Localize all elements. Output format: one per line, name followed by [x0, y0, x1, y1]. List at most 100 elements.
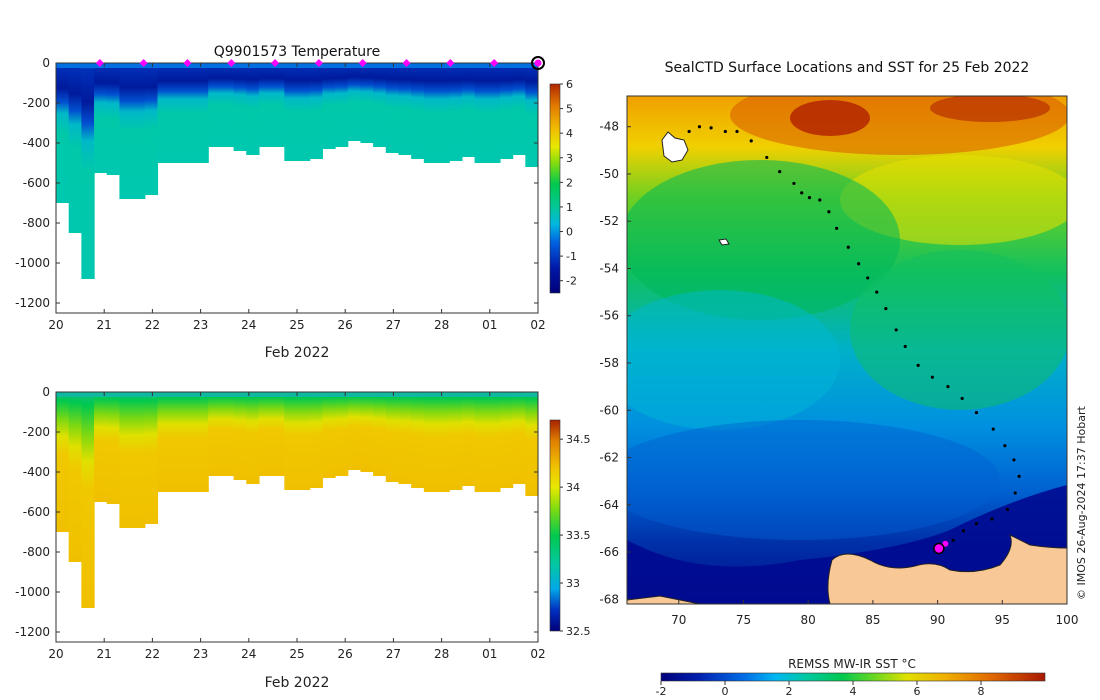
profile-column [487, 63, 501, 163]
profile-column [347, 392, 362, 470]
profile-column [258, 63, 273, 147]
profile-column [360, 63, 374, 143]
track-point [903, 344, 907, 349]
track-point [974, 522, 979, 526]
track-point [961, 529, 966, 533]
track-point [894, 328, 898, 332]
profile-column [449, 392, 463, 490]
track-point [974, 411, 979, 415]
colorbar-tick-label: -1 [566, 250, 577, 263]
map-title: SealCTD Surface Locations and SST for 25… [665, 60, 1030, 76]
track-point [1013, 491, 1017, 495]
profile-column [94, 392, 108, 502]
track-point [1012, 458, 1016, 462]
temperature-xlabel: Feb 2022 [265, 345, 330, 361]
y-tick-label: -62 [599, 451, 619, 465]
sst-warm-core [930, 96, 1050, 122]
x-tick-label: 21 [97, 318, 112, 332]
profile-column [347, 63, 362, 141]
profile-column [385, 63, 400, 153]
y-tick-label: -400 [23, 465, 50, 479]
surface-marker [314, 59, 323, 67]
profile-column [271, 63, 285, 147]
profile-column [246, 392, 260, 484]
profile-column [474, 63, 488, 163]
profile-column [220, 392, 235, 476]
profile-column [385, 392, 400, 482]
y-tick-label: -800 [23, 545, 50, 559]
y-tick-label: -56 [599, 309, 619, 323]
surface-marker [446, 59, 455, 67]
track-point [687, 129, 691, 134]
y-tick-label: -68 [599, 592, 619, 606]
colorbar-tick-label: 2 [786, 685, 793, 698]
profile-column [373, 63, 387, 147]
colorbar-tick-label: 34 [566, 481, 580, 494]
profile-column [423, 63, 438, 163]
x-tick-label: 27 [386, 318, 401, 332]
profile-column [144, 63, 159, 195]
profile-column [297, 63, 311, 161]
y-tick-label: 0 [42, 385, 50, 399]
profile-column [170, 392, 184, 492]
colorbar-tick-label: 4 [850, 685, 857, 698]
colorbar-tick-label: 3 [566, 152, 573, 165]
profile-column [411, 63, 425, 159]
track-point [792, 181, 796, 186]
profile-column [119, 63, 133, 199]
profile-column [284, 63, 298, 161]
y-tick-label: -600 [23, 505, 50, 519]
y-tick-label: -400 [23, 136, 50, 150]
profile-column [246, 63, 260, 155]
x-tick-label: 20 [48, 647, 63, 661]
x-tick-label: 02 [530, 647, 545, 661]
sst-colorbar [660, 672, 1046, 682]
sst-map-panel: SealCTD Surface Locations and SST for 25… [599, 60, 1088, 698]
profile-column [144, 392, 159, 524]
track-point [1017, 474, 1021, 479]
colorbar-tick-label: 1 [566, 201, 573, 214]
profile-column [106, 63, 121, 175]
track-point [875, 290, 879, 294]
profile-column [68, 392, 82, 562]
profile-column [195, 63, 209, 163]
surface-marker [358, 59, 367, 67]
profile-column [373, 392, 387, 476]
y-tick-label: -1000 [15, 585, 50, 599]
profile-column [182, 63, 197, 163]
track-point [916, 363, 920, 367]
sst-warm-core [790, 100, 870, 136]
y-tick-label: -50 [599, 167, 619, 181]
heard-island [718, 238, 730, 246]
x-tick-label: 90 [930, 613, 945, 627]
track-point [960, 396, 964, 401]
x-tick-label: 95 [995, 613, 1010, 627]
x-tick-label: 24 [241, 647, 256, 661]
x-tick-label: 75 [736, 613, 751, 627]
track-point [951, 538, 955, 542]
track-point [846, 245, 850, 249]
x-tick-label: 27 [386, 647, 401, 661]
profile-column [512, 392, 526, 484]
track-point [857, 262, 861, 266]
x-tick-label: 28 [434, 647, 449, 661]
latest-marker-ring [531, 56, 545, 70]
y-tick-label: -1200 [15, 625, 50, 639]
surface-marker [139, 59, 148, 67]
track-point [1003, 444, 1007, 448]
colorbar-tick-label: 6 [914, 685, 921, 698]
latest-position [933, 542, 945, 555]
profile-column [208, 63, 222, 147]
colorbar-tick-label: 4 [566, 127, 573, 140]
colorbar-tick-label: 0 [566, 226, 573, 239]
profile-column [132, 392, 146, 528]
profile-column [271, 392, 285, 476]
colorbar-tick-label: 2 [566, 176, 573, 189]
track-point [866, 276, 870, 280]
kerguelen-island [661, 131, 689, 163]
colorbar-tick-label: 33 [566, 577, 580, 590]
track-point [827, 210, 831, 214]
x-tick-label: 24 [241, 318, 256, 332]
y-tick-label: -54 [599, 261, 619, 275]
